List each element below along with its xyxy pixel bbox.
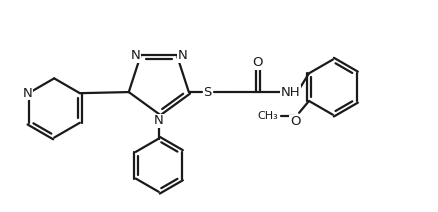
Text: N: N xyxy=(177,49,187,62)
Text: S: S xyxy=(203,86,212,99)
Text: O: O xyxy=(253,56,263,69)
Text: NH: NH xyxy=(281,86,300,99)
Text: CH₃: CH₃ xyxy=(257,111,278,121)
Text: O: O xyxy=(290,115,300,128)
Text: N: N xyxy=(131,49,140,62)
Text: N: N xyxy=(154,114,164,127)
Text: N: N xyxy=(23,87,32,100)
